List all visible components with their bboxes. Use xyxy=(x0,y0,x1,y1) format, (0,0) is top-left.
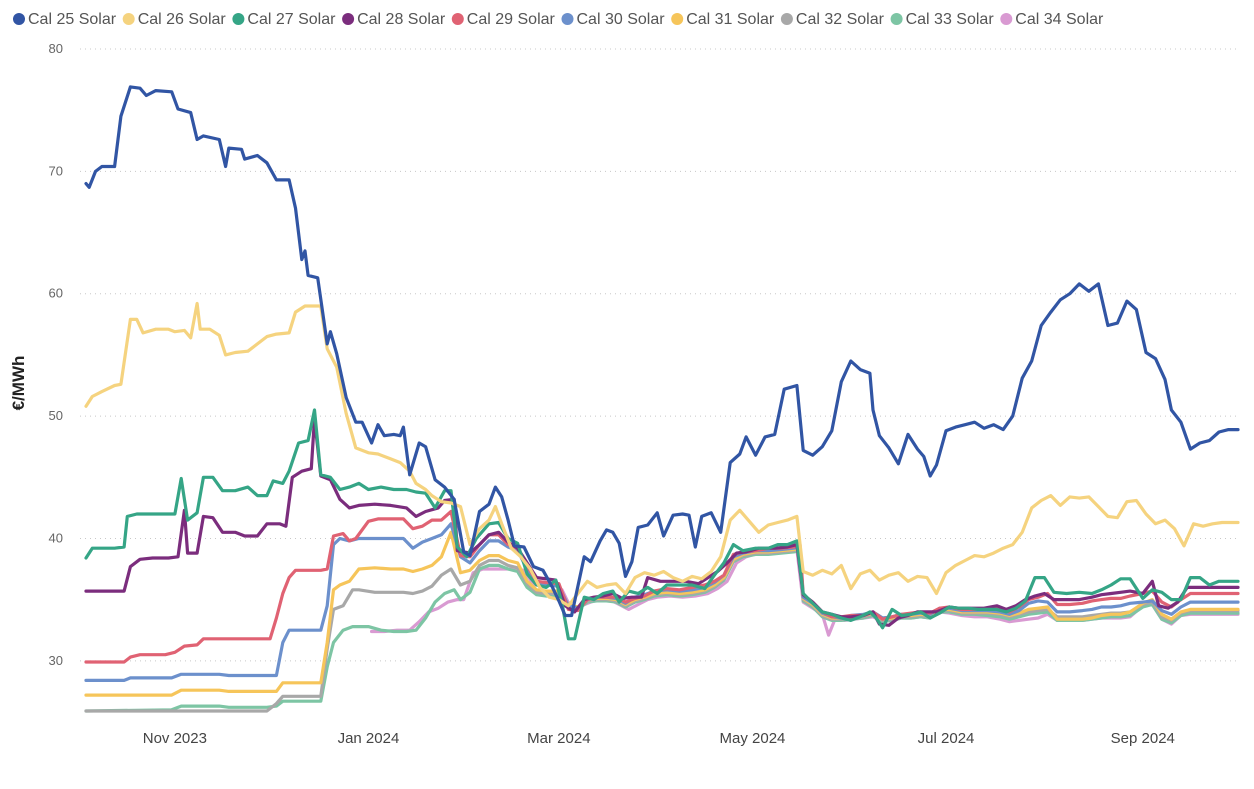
legend-item[interactable]: Cal 25 Solar xyxy=(13,11,117,28)
legend-marker-icon xyxy=(780,13,793,25)
y-tick-label: 40 xyxy=(49,530,63,545)
x-tick-label: Mar 2024 xyxy=(527,730,590,747)
x-axis-ticks: Nov 2023 Jan 2024 Mar 2024 May 2024 Jul 2024… xyxy=(143,730,1175,747)
x-tick-label: Jul 2024 xyxy=(918,730,975,747)
legend-item[interactable]: Cal 27 Solar xyxy=(232,11,336,28)
series-line-cal-26-solar[interactable] xyxy=(84,301,1240,608)
legend-item[interactable]: Cal 29 Solar xyxy=(451,11,556,28)
legend-marker-icon xyxy=(451,13,464,25)
legend-marker-icon xyxy=(122,13,135,25)
gridlines xyxy=(80,48,1238,662)
series-line-cal-28-solar[interactable] xyxy=(84,416,1240,627)
y-axis-label: €/MWh xyxy=(9,356,28,411)
series-line-cal-31-solar[interactable] xyxy=(84,530,1240,697)
legend-label: Cal 26 Solar xyxy=(138,11,227,28)
legend-item[interactable]: Cal 33 Solar xyxy=(890,11,995,28)
legend-label: Cal 27 Solar xyxy=(247,11,336,28)
legend-marker-icon xyxy=(671,13,684,25)
legend-item[interactable]: Cal 30 Solar xyxy=(561,11,666,28)
legend-label: Cal 34 Solar xyxy=(1015,11,1104,28)
legend-label: Cal 32 Solar xyxy=(796,11,885,28)
legend-marker-icon xyxy=(890,13,903,25)
y-tick-label: 30 xyxy=(49,653,63,668)
series-line-cal-25-solar[interactable] xyxy=(84,85,1240,618)
legend-label: Cal 28 Solar xyxy=(357,11,446,28)
legend-marker-icon xyxy=(342,13,355,25)
series-line-cal-30-solar[interactable] xyxy=(84,522,1240,682)
legend-label: Cal 25 Solar xyxy=(28,11,117,28)
legend-label: Cal 33 Solar xyxy=(906,11,995,28)
legend-item[interactable]: Cal 31 Solar xyxy=(671,11,775,28)
legend-label: Cal 30 Solar xyxy=(577,11,666,28)
y-tick-label: 50 xyxy=(49,408,63,423)
legend: Cal 25 Solar Cal 26 Solar Cal 27 Solar Cal … xyxy=(13,11,1104,28)
x-tick-label: May 2024 xyxy=(720,730,786,747)
legend-marker-icon xyxy=(1000,13,1013,25)
legend-marker-icon xyxy=(561,13,574,25)
legend-item[interactable]: Cal 32 Solar xyxy=(780,11,885,28)
x-tick-label: Sep 2024 xyxy=(1111,730,1175,747)
legend-item[interactable]: Cal 26 Solar xyxy=(122,11,227,28)
legend-item[interactable]: Cal 28 Solar xyxy=(342,11,446,28)
x-tick-label: Nov 2023 xyxy=(143,730,207,747)
legend-item[interactable]: Cal 34 Solar xyxy=(1000,11,1104,28)
legend-label: Cal 31 Solar xyxy=(686,11,775,28)
y-tick-label: 60 xyxy=(49,286,63,301)
y-tick-label: 70 xyxy=(49,163,63,178)
legend-label: Cal 29 Solar xyxy=(467,11,556,28)
legend-marker-icon xyxy=(232,13,245,25)
series-lines xyxy=(84,85,1240,713)
y-axis-ticks: 30 40 50 60 70 80 xyxy=(49,41,63,668)
legend-marker-icon xyxy=(13,13,25,25)
y-tick-label: 80 xyxy=(49,41,63,56)
series-line-cal-29-solar[interactable] xyxy=(84,509,1240,664)
x-tick-label: Jan 2024 xyxy=(338,730,400,747)
series-line-cal-27-solar[interactable] xyxy=(84,408,1240,641)
series-line-cal-33-solar[interactable] xyxy=(84,549,1240,713)
